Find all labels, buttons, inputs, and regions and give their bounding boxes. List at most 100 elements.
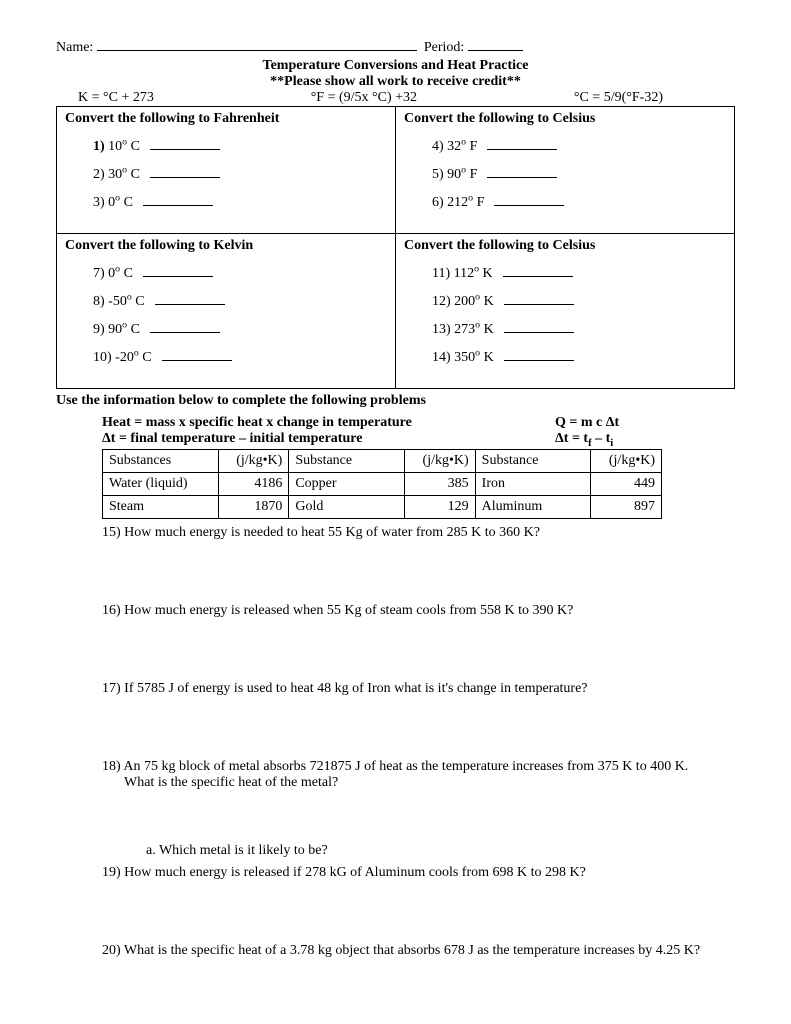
conversion-table: Convert the following to Fahrenheit 1) 1… [56, 106, 735, 389]
item-value: 30o C [108, 167, 140, 182]
problem-17: 17) If 5785 J of energy is used to heat … [102, 681, 735, 697]
item-number: 1) [93, 139, 108, 154]
conversion-item: 8) -50o C [93, 294, 387, 310]
answer-blank[interactable] [150, 149, 220, 150]
formula-c: °C = 5/9(°F-32) [574, 90, 663, 106]
answer-blank[interactable] [487, 177, 557, 178]
conversion-item: 11) 112o K [432, 266, 726, 282]
col-header: Substance [475, 450, 591, 473]
col-header: (j/kg•K) [405, 450, 476, 473]
conversion-item: 3) 0o C [93, 195, 387, 211]
item-value: 90o C [108, 322, 140, 337]
conversion-item: 12) 200o K [432, 294, 726, 310]
cell-title: Convert the following to Celsius [404, 111, 726, 127]
answer-blank[interactable] [143, 205, 213, 206]
conversion-item: 13) 273o K [432, 322, 726, 338]
answer-blank[interactable] [150, 177, 220, 178]
cell: Steam [103, 496, 219, 519]
conversion-item: 10) -20o C [93, 350, 387, 366]
cell: Water (liquid) [103, 473, 219, 496]
answer-blank[interactable] [150, 332, 220, 333]
item-number: 6) [432, 195, 447, 210]
heat-eq-sym: Q = m c Δt [555, 415, 735, 431]
conversion-item: 2) 30o C [93, 167, 387, 183]
conversion-item: 14) 350o K [432, 350, 726, 366]
substance-table: Substances (j/kg•K) Substance (j/kg•K) S… [102, 449, 662, 519]
name-field[interactable] [97, 50, 417, 51]
table-row: Steam 1870 Gold 129 Aluminum 897 [103, 496, 662, 519]
heat-eq-words: Heat = mass x specific heat x change in … [102, 415, 555, 431]
cell: Iron [475, 473, 591, 496]
item-value: -50o C [108, 294, 144, 309]
cell: 4186 [218, 473, 289, 496]
answer-blank[interactable] [487, 149, 557, 150]
item-value: -20o C [115, 350, 151, 365]
answer-blank[interactable] [494, 205, 564, 206]
item-number: 2) [93, 167, 108, 182]
name-period-line: Name: Period: [56, 40, 735, 56]
cell: Aluminum [475, 496, 591, 519]
cell-items: 11) 112o K12) 200o K13) 273o K14) 350o K [404, 266, 726, 366]
cell-title: Convert the following to Celsius [404, 238, 726, 254]
problem-18a: a. Which metal is it likely to be? [146, 843, 735, 859]
answer-blank[interactable] [503, 276, 573, 277]
answer-blank[interactable] [155, 304, 225, 305]
answer-blank[interactable] [504, 360, 574, 361]
item-number: 9) [93, 322, 108, 337]
table-header-row: Substances (j/kg•K) Substance (j/kg•K) S… [103, 450, 662, 473]
formula-f: °F = (9/5x °C) +32 [311, 90, 417, 106]
answer-blank[interactable] [504, 304, 574, 305]
cell: 449 [591, 473, 662, 496]
cell-items: 7) 0o C8) -50o C9) 90o C10) -20o C [65, 266, 387, 366]
conversion-item: 9) 90o C [93, 322, 387, 338]
problem-18-line2: What is the specific heat of the metal? [124, 775, 338, 790]
conversion-item: 6) 212o F [432, 195, 726, 211]
item-number: 8) [93, 294, 108, 309]
cell-title: Convert the following to Kelvin [65, 238, 387, 254]
problem-19: 19) How much energy is released if 278 k… [102, 865, 735, 881]
item-value: 90o F [447, 167, 477, 182]
conversion-item: 7) 0o C [93, 266, 387, 282]
info-heading: Use the information below to complete th… [56, 393, 735, 409]
formula-k: K = °C + 273 [78, 90, 154, 106]
item-value: 0o C [108, 195, 133, 210]
dt-words: Δt = final temperature – initial tempera… [102, 431, 555, 447]
item-value: 10o C [108, 139, 140, 154]
name-label: Name: [56, 40, 93, 55]
item-number: 11) [432, 266, 454, 281]
table-row: Water (liquid) 4186 Copper 385 Iron 449 [103, 473, 662, 496]
cell-celsius-from-k: Convert the following to Celsius 11) 112… [396, 234, 735, 389]
conversion-item: 1) 10o C [93, 139, 387, 155]
cell-celsius-from-f: Convert the following to Celsius 4) 32o … [396, 107, 735, 234]
problem-18-line1: 18) An 75 kg block of metal absorbs 7218… [102, 759, 688, 774]
item-number: 3) [93, 195, 108, 210]
problem-20: 20) What is the specific heat of a 3.78 … [102, 943, 735, 959]
cell-items: 1) 10o C2) 30o C3) 0o C [65, 139, 387, 211]
item-number: 13) [432, 322, 454, 337]
period-field[interactable] [468, 50, 523, 51]
item-value: 350o K [454, 350, 494, 365]
answer-blank[interactable] [504, 332, 574, 333]
conversion-item: 4) 32o F [432, 139, 726, 155]
problem-18: 18) An 75 kg block of metal absorbs 7218… [102, 759, 735, 791]
subtitle: **Please show all work to receive credit… [56, 74, 735, 90]
col-header: Substances [103, 450, 219, 473]
answer-blank[interactable] [143, 276, 213, 277]
cell: 1870 [218, 496, 289, 519]
col-header: Substance [289, 450, 405, 473]
item-number: 10) [93, 350, 115, 365]
cell-items: 4) 32o F 5) 90o F 6) 212o F [404, 139, 726, 211]
dt-sym: Δt = tf – ti [555, 431, 735, 447]
item-number: 14) [432, 350, 454, 365]
item-value: 200o K [454, 294, 494, 309]
cell-title: Convert the following to Fahrenheit [65, 111, 387, 127]
info-block: Heat = mass x specific heat x change in … [56, 415, 735, 447]
item-number: 5) [432, 167, 447, 182]
period-label: Period: [424, 40, 464, 55]
item-number: 7) [93, 266, 108, 281]
problem-15: 15) How much energy is needed to heat 55… [102, 525, 735, 541]
item-value: 273o K [454, 322, 494, 337]
answer-blank[interactable] [162, 360, 232, 361]
col-header: (j/kg•K) [591, 450, 662, 473]
col-header: (j/kg•K) [218, 450, 289, 473]
